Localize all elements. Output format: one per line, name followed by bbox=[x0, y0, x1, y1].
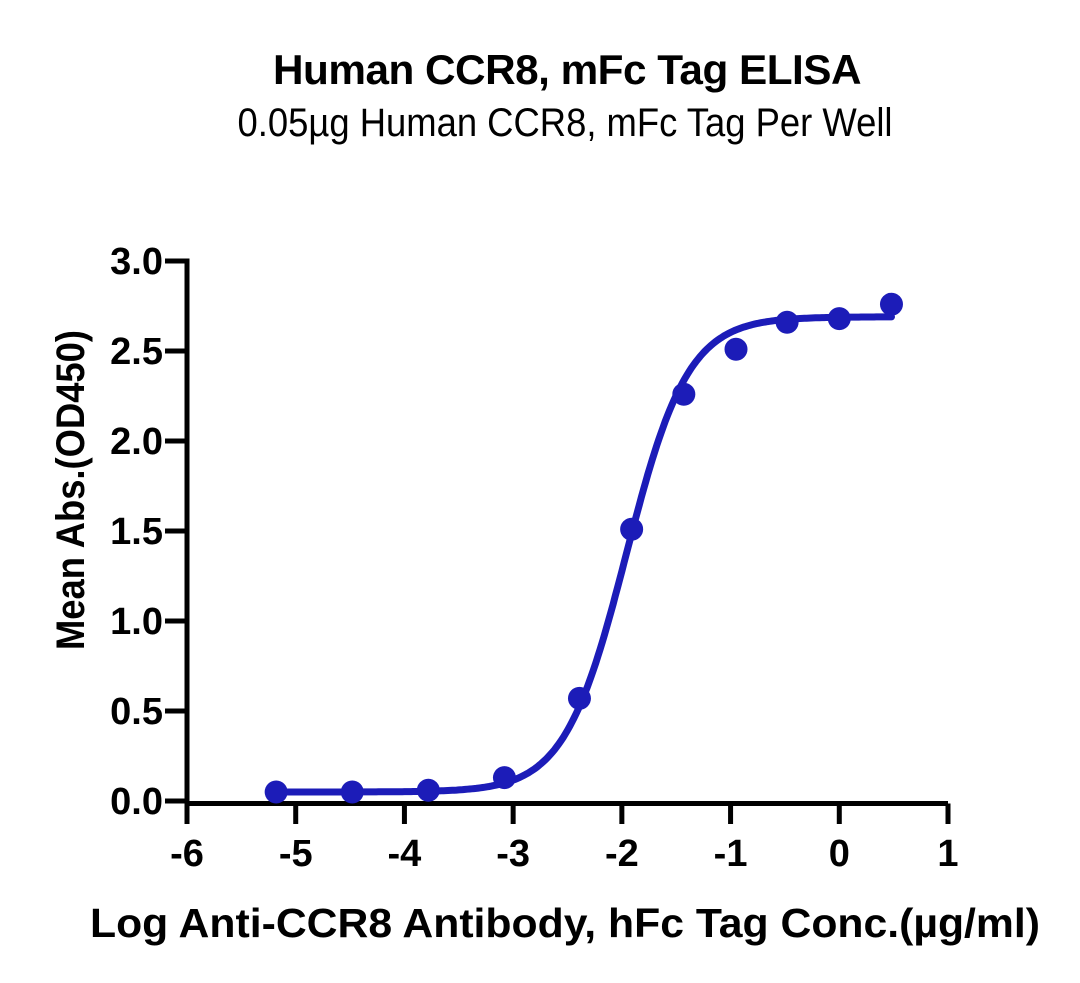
chart-subtitle: 0.05µg Human CCR8, mFc Tag Per Well bbox=[238, 101, 893, 145]
data-point bbox=[620, 517, 644, 541]
data-point bbox=[724, 337, 748, 361]
axes bbox=[165, 258, 951, 824]
y-tick-label: 0.5 bbox=[110, 691, 163, 733]
data-point bbox=[416, 778, 440, 802]
x-tick-label: -4 bbox=[388, 833, 422, 875]
data-point bbox=[264, 780, 288, 804]
x-tick-label: -3 bbox=[496, 833, 530, 875]
data-point bbox=[567, 686, 591, 710]
data-point bbox=[775, 310, 799, 334]
x-tick-label: -1 bbox=[714, 833, 748, 875]
x-tick-label: 1 bbox=[937, 833, 958, 875]
data-point bbox=[672, 382, 696, 406]
data-point bbox=[492, 766, 516, 790]
y-axis-label: Mean Abs.(OD450) bbox=[49, 330, 93, 650]
y-tick-label: 2.5 bbox=[110, 331, 163, 373]
x-axis-label: Log Anti-CCR8 Antibody, hFc Tag Conc.(µg… bbox=[90, 900, 1040, 946]
y-tick-label: 1.5 bbox=[110, 511, 163, 553]
y-tick-label: 3.0 bbox=[110, 241, 163, 283]
y-tick-label: 2.0 bbox=[110, 421, 163, 463]
chart-title: Human CCR8, mFc Tag ELISA bbox=[273, 46, 861, 93]
x-tick-label: -5 bbox=[279, 833, 313, 875]
fit-curve bbox=[272, 313, 895, 796]
x-tick-label: -6 bbox=[170, 833, 204, 875]
y-tick-label: 0.0 bbox=[110, 781, 163, 823]
data-point bbox=[879, 292, 903, 316]
y-tick-labels: 0.0 0.5 1.0 1.5 2.0 2.5 3.0 bbox=[110, 241, 163, 823]
fit-curve-path bbox=[272, 313, 895, 796]
y-tick-label: 1.0 bbox=[110, 601, 163, 643]
x-tick-label: 0 bbox=[829, 833, 850, 875]
x-tick-label: -2 bbox=[605, 833, 639, 875]
data-points bbox=[264, 292, 903, 804]
data-point bbox=[827, 307, 851, 331]
x-tick-labels: -6 -5 -4 -3 -2 -1 0 1 bbox=[170, 833, 958, 875]
data-point bbox=[340, 780, 364, 804]
